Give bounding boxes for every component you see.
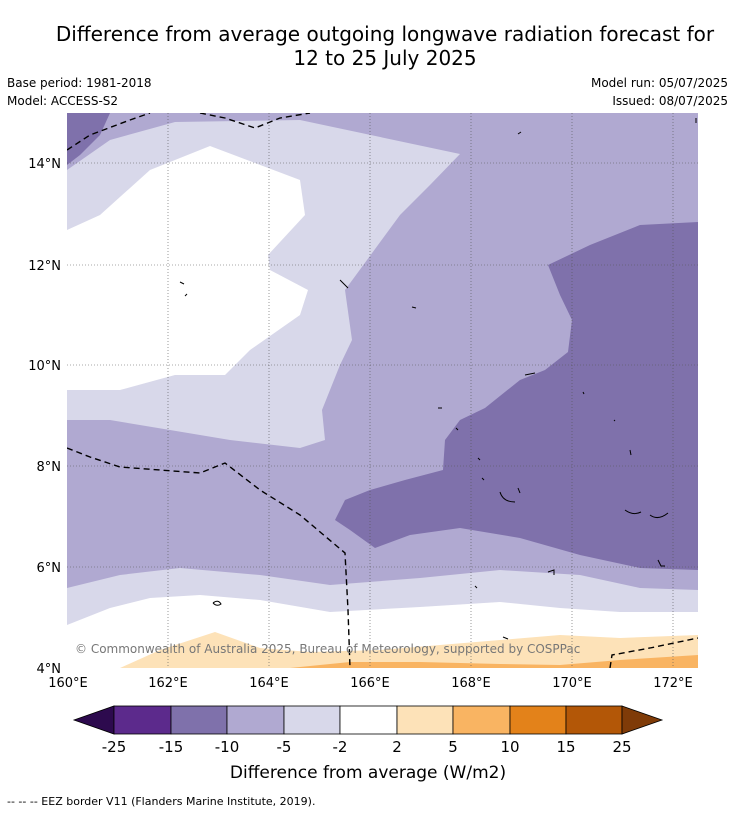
contour-plus2-to-plus5 bbox=[120, 632, 698, 668]
lon-label: 164°E bbox=[249, 676, 289, 691]
lat-label: 10°N bbox=[28, 359, 61, 374]
colorbar-swatch bbox=[452, 705, 511, 735]
islands bbox=[179, 118, 697, 640]
longitude-labels: 160°E 162°E 164°E 166°E 168°E 170°E 172°… bbox=[48, 676, 693, 691]
map-title: Difference from average outgoing longwav… bbox=[0, 22, 736, 70]
model-name: Model: ACCESS-S2 bbox=[7, 94, 119, 108]
colorbar-extend-low bbox=[72, 705, 115, 735]
colorbar-tick: 2 bbox=[392, 738, 402, 756]
copyright-notice: © Commonwealth of Australia 2025, Bureau… bbox=[75, 642, 580, 656]
colorbar-swatch bbox=[226, 705, 285, 735]
lon-label: 170°E bbox=[552, 676, 592, 691]
contour-minus10-to-minus15-east bbox=[335, 222, 698, 570]
colorbar-tick: -2 bbox=[333, 738, 348, 756]
gridlines bbox=[67, 113, 698, 668]
colorbar-swatch bbox=[565, 705, 623, 735]
colorbar-swatch bbox=[509, 705, 567, 735]
colorbar-tick: -10 bbox=[215, 738, 240, 756]
colorbar-extend-high bbox=[621, 705, 664, 735]
lon-label: 162°E bbox=[148, 676, 188, 691]
lat-label: 6°N bbox=[37, 561, 62, 576]
map-contours: © Commonwealth of Australia 2025, Bureau… bbox=[67, 113, 698, 668]
eez-legend-note: -- -- -- EEZ border V11 (Flanders Marine… bbox=[7, 795, 316, 808]
title-line-1: Difference from average outgoing longwav… bbox=[55, 22, 715, 46]
colorbar bbox=[72, 705, 664, 735]
contour-plus5-to-plus10 bbox=[290, 655, 698, 668]
lat-label: 4°N bbox=[37, 662, 62, 677]
colorbar-ticks: -25 -15 -10 -5 -2 2 5 10 15 25 bbox=[102, 738, 632, 756]
colorbar-tick: 25 bbox=[612, 738, 631, 756]
colorbar-swatch bbox=[396, 705, 454, 735]
lat-label: 8°N bbox=[37, 460, 62, 475]
lon-label: 166°E bbox=[350, 676, 390, 691]
colorbar-tick: -25 bbox=[102, 738, 127, 756]
colorbar-tick: 15 bbox=[556, 738, 575, 756]
meta-left: Base period: 1981-2018 Model: ACCESS-S2 bbox=[7, 74, 152, 110]
model-run: Model run: 05/07/2025 bbox=[590, 76, 728, 90]
lat-label: 12°N bbox=[28, 259, 61, 274]
colorbar-tick: 5 bbox=[448, 738, 458, 756]
colorbar-label: Difference from average (W/m2) bbox=[230, 763, 506, 783]
lon-label: 172°E bbox=[653, 676, 693, 691]
title-line-2: 12 to 25 July 2025 bbox=[293, 46, 477, 70]
lon-label: 168°E bbox=[451, 676, 491, 691]
colorbar-tick: -15 bbox=[159, 738, 184, 756]
colorbar-swatch bbox=[170, 705, 228, 735]
eez-borders bbox=[67, 113, 698, 668]
lon-label: 160°E bbox=[48, 676, 88, 691]
base-period: Base period: 1981-2018 bbox=[7, 76, 152, 90]
latitude-labels: 14°N 12°N 10°N 8°N 6°N 4°N bbox=[28, 157, 61, 677]
colorbar-tick: -5 bbox=[277, 738, 292, 756]
contour-near-zero-center bbox=[67, 146, 308, 390]
colorbar-tick: 10 bbox=[500, 738, 519, 756]
colorbar-swatch bbox=[339, 705, 398, 735]
lat-label: 14°N bbox=[28, 157, 61, 172]
issued-date: Issued: 08/07/2025 bbox=[612, 94, 728, 108]
meta-right: Model run: 05/07/2025 Issued: 08/07/2025 bbox=[591, 74, 728, 110]
contour-minus10-to-minus15-nw bbox=[67, 113, 110, 165]
colorbar-swatch bbox=[283, 705, 341, 735]
colorbar-swatch bbox=[113, 705, 172, 735]
